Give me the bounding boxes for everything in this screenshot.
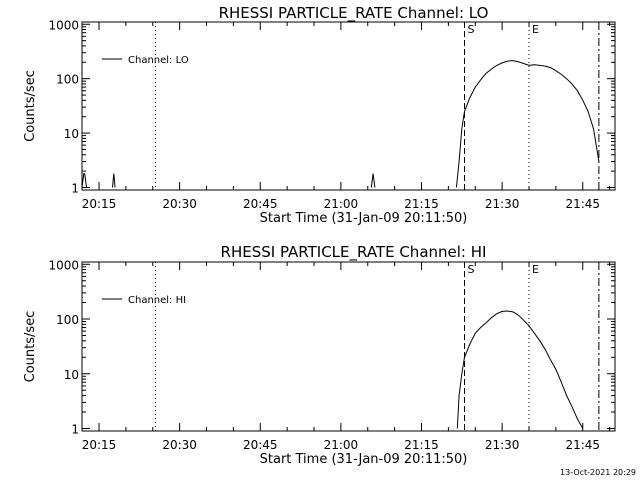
y-tick-label: 1 — [71, 182, 79, 196]
y-tick-label: 100 — [56, 73, 79, 87]
y-axis-label: Counts/sec — [23, 311, 38, 383]
plot-frame — [81, 21, 616, 191]
marker-label: S — [468, 23, 475, 36]
series-line — [81, 173, 87, 188]
x-tick-label: 21:00 — [324, 438, 359, 452]
x-tick-label: 21:15 — [404, 197, 439, 211]
hi-channel-panel: RHESSI PARTICLE_RATE Channel: HI 1 10 100 10… — [23, 243, 616, 467]
series-line — [455, 60, 600, 188]
x-tick-label: 21:45 — [565, 438, 600, 452]
x-tick-label: 20:15 — [82, 438, 117, 452]
x-tick-label: 20:15 — [82, 197, 117, 211]
series-line — [370, 173, 376, 188]
x-tick-label: 21:15 — [404, 438, 439, 452]
marker-label: E — [532, 23, 539, 36]
x-tick-label: 21:45 — [565, 197, 600, 211]
x-tick-label: 21:30 — [485, 438, 520, 452]
chart-title: RHESSI PARTICLE_RATE Channel: HI — [221, 243, 487, 262]
y-axis-label: Counts/sec — [23, 70, 38, 142]
marker-label: S — [468, 263, 475, 276]
x-tick-label: 20:30 — [162, 438, 197, 452]
y-tick-label: 1000 — [48, 18, 79, 32]
y-tick-label: 10 — [64, 127, 79, 141]
lo-channel-panel: RHESSI PARTICLE_RATE Channel: LO 1 10 100 10… — [23, 4, 616, 226]
legend-label: Channel: LO — [128, 55, 189, 66]
y-tick-label: 100 — [56, 313, 79, 327]
y-tick-label: 10 — [64, 368, 79, 382]
x-tick-label: 21:00 — [324, 197, 359, 211]
footer-timestamp: 13-Oct-2021 20:29 — [560, 468, 636, 477]
plot-frame — [81, 261, 616, 432]
y-tick-label: 1 — [71, 422, 79, 436]
x-tick-label: 21:30 — [485, 197, 520, 211]
x-tick-label: 20:45 — [243, 197, 278, 211]
marker-label: E — [532, 263, 539, 276]
x-tick-label: 20:30 — [162, 197, 197, 211]
series-line — [456, 310, 584, 429]
series-line — [112, 173, 116, 188]
x-axis-label: Start Time (31-Jan-09 20:11:50) — [260, 452, 468, 467]
chart-title: RHESSI PARTICLE_RATE Channel: LO — [219, 4, 489, 23]
y-tick-label: 1000 — [48, 258, 79, 272]
x-axis-label: Start Time (31-Jan-09 20:11:50) — [260, 211, 468, 226]
x-tick-label: 20:45 — [243, 438, 278, 452]
legend-label: Channel: HI — [128, 295, 186, 306]
